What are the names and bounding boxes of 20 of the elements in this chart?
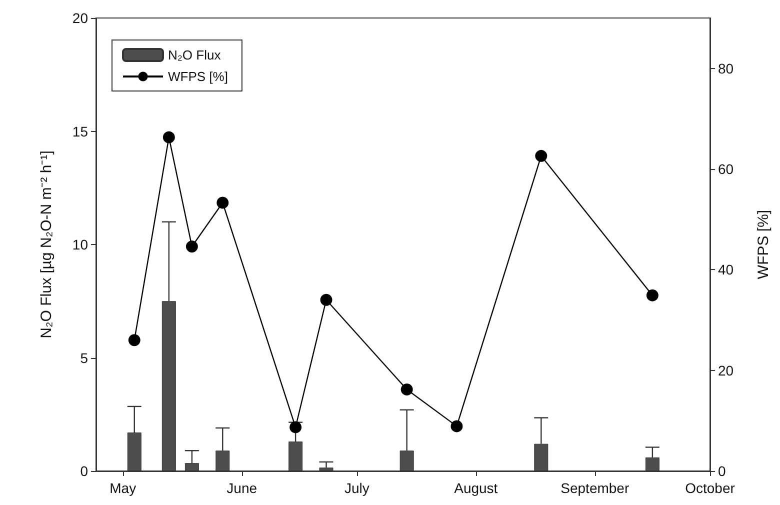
y-tick-label: 0 [80,463,88,479]
legend-label: N₂O Flux [168,48,222,62]
x-tick-label: May [110,480,136,496]
y2-tick-label: 80 [718,60,734,76]
y-tick-label: 5 [80,350,88,366]
y2-tick-label: 60 [718,161,734,177]
y-axis-title: N₂O Flux [µg N₂O-N m⁻² h⁻¹] [38,150,55,338]
x-tick-label: June [226,480,258,496]
x-tick-label: August [454,480,498,496]
y-tick-label: 15 [72,123,88,140]
y2-tick-label: 0 [718,463,726,479]
legend-label: WFPS [%] [168,69,228,84]
y-tick-label: 20 [72,10,88,26]
y2-axis-title: WFPS [%] [755,210,772,280]
x-tick-label: October [685,480,736,496]
y2-tick-label: 20 [718,362,734,378]
x-tick-label: September [560,480,630,496]
y-tick-label: 10 [72,236,88,252]
y2-tick-label: 40 [718,262,734,278]
x-tick-label: July [344,480,370,496]
